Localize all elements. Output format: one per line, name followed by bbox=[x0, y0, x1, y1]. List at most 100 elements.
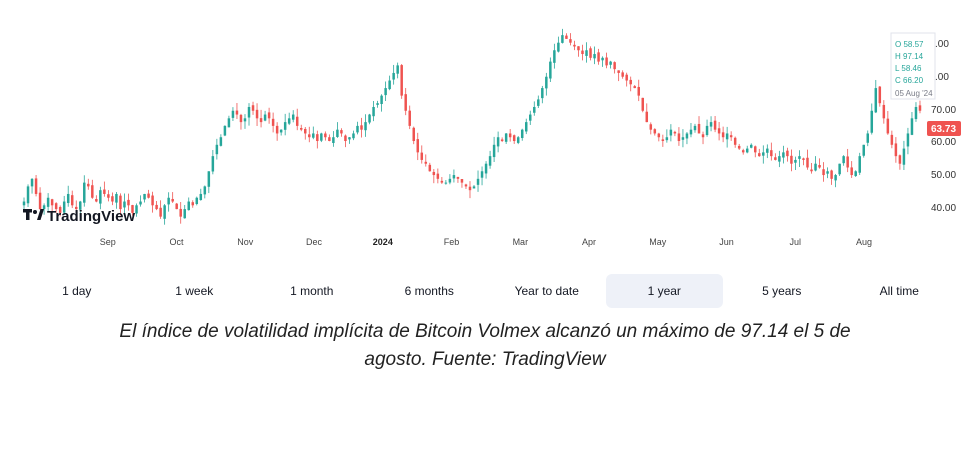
candle-body bbox=[283, 122, 287, 130]
candle-body bbox=[870, 110, 874, 133]
candle-body bbox=[782, 152, 785, 158]
candle-body bbox=[424, 161, 428, 164]
range-button-1-week[interactable]: 1 week bbox=[175, 284, 214, 298]
candle-body bbox=[834, 175, 837, 181]
candle-body bbox=[516, 137, 520, 143]
candle-body bbox=[484, 163, 488, 174]
y-tick-60: 60.00 bbox=[931, 137, 956, 148]
candle-body bbox=[589, 48, 592, 58]
range-button-6-months[interactable]: 6 months bbox=[404, 284, 454, 298]
x-tick-sep: Sep bbox=[100, 237, 116, 247]
range-button-year-to-date[interactable]: Year to date bbox=[514, 284, 579, 298]
candle-body bbox=[597, 52, 600, 62]
x-tick-dec: Dec bbox=[306, 237, 323, 247]
candle-body bbox=[304, 128, 307, 134]
candle-body bbox=[408, 110, 411, 126]
candle-body bbox=[826, 171, 829, 174]
candle-body bbox=[914, 106, 918, 120]
candle-body bbox=[95, 198, 98, 202]
candle-body bbox=[135, 205, 138, 214]
y-axis: .00 .00 70.00 60.00 50.00 40.00 bbox=[931, 39, 956, 214]
candle-body bbox=[577, 46, 580, 51]
candle-body bbox=[512, 135, 516, 142]
candle-body bbox=[392, 72, 395, 80]
candle-body bbox=[774, 157, 777, 160]
candle-body bbox=[219, 137, 223, 146]
candle-body bbox=[693, 125, 697, 131]
candle-body bbox=[492, 144, 496, 158]
candle-body bbox=[504, 133, 508, 142]
candle-body bbox=[436, 173, 440, 179]
ohlc-low: L 58.46 bbox=[895, 64, 922, 73]
range-button-1-month[interactable]: 1 month bbox=[290, 284, 334, 298]
candle-body bbox=[215, 144, 219, 155]
candle-body bbox=[898, 155, 902, 164]
x-tick-feb: Feb bbox=[444, 237, 460, 247]
candle-body bbox=[364, 122, 367, 131]
candle-body bbox=[854, 171, 857, 176]
candle-body bbox=[673, 131, 677, 134]
current-price-value: 63.73 bbox=[931, 124, 956, 135]
range-button-1-day[interactable]: 1 day bbox=[62, 284, 92, 298]
x-tick-aug: Aug bbox=[856, 237, 872, 247]
candle-body bbox=[151, 195, 154, 206]
candle-body bbox=[601, 57, 604, 61]
candle-body bbox=[400, 65, 403, 96]
tradingview-logo-icon bbox=[23, 209, 44, 220]
candle-body bbox=[396, 65, 399, 74]
candle-body bbox=[874, 88, 878, 113]
candle-body bbox=[388, 80, 391, 90]
x-tick-oct: Oct bbox=[170, 237, 185, 247]
candle-body bbox=[139, 201, 142, 205]
candle-body bbox=[798, 156, 801, 159]
candle-body bbox=[62, 201, 66, 213]
candle-body bbox=[741, 150, 745, 153]
candle-body bbox=[460, 179, 464, 183]
candle-body bbox=[312, 133, 315, 138]
range-button-5-years[interactable]: 5 years bbox=[762, 284, 802, 298]
candle-body bbox=[637, 86, 640, 96]
caption-line-2: agosto. Fuente: TradingView bbox=[364, 349, 606, 370]
candle-body bbox=[360, 125, 363, 130]
candle-body bbox=[709, 122, 713, 127]
candle-body bbox=[320, 133, 323, 141]
candle-body bbox=[910, 118, 914, 135]
candle-body bbox=[838, 163, 841, 175]
ohlc-open: O 58.57 bbox=[895, 40, 924, 49]
candle-body bbox=[340, 130, 343, 134]
candle-body bbox=[66, 193, 70, 204]
range-button-all-time[interactable]: All time bbox=[879, 284, 919, 298]
candle-body bbox=[541, 88, 544, 99]
candle-body bbox=[456, 176, 460, 179]
candle-body bbox=[770, 150, 773, 157]
candle-body bbox=[324, 133, 327, 138]
y-tick-clipped-second: .00 bbox=[935, 72, 949, 83]
candle-body bbox=[452, 175, 456, 179]
candle-body bbox=[328, 137, 331, 142]
range-button-1-year[interactable]: 1 year bbox=[605, 274, 723, 308]
candle-body bbox=[239, 114, 243, 123]
candle-body bbox=[613, 62, 616, 70]
candle-body bbox=[444, 182, 448, 184]
ohlc-high: H 97.14 bbox=[895, 52, 924, 61]
candle-body bbox=[524, 122, 528, 132]
candle-body bbox=[147, 193, 150, 198]
candle-body bbox=[316, 134, 319, 142]
candle-body bbox=[565, 35, 568, 39]
candle-body bbox=[850, 167, 853, 176]
candle-body bbox=[790, 155, 793, 164]
ohlc-tooltip-box bbox=[890, 32, 936, 100]
candle-body bbox=[111, 196, 114, 202]
candle-body bbox=[38, 192, 42, 210]
candle-body bbox=[247, 106, 251, 118]
candle-body bbox=[404, 94, 407, 111]
candle-body bbox=[733, 137, 737, 145]
candle-body bbox=[83, 182, 86, 203]
candle-body bbox=[123, 201, 126, 208]
candle-body bbox=[533, 106, 536, 113]
candle-body bbox=[529, 114, 532, 121]
candle-body bbox=[609, 61, 612, 65]
candle-body bbox=[677, 133, 681, 142]
candle-body bbox=[878, 86, 882, 104]
candle-body bbox=[701, 134, 705, 138]
